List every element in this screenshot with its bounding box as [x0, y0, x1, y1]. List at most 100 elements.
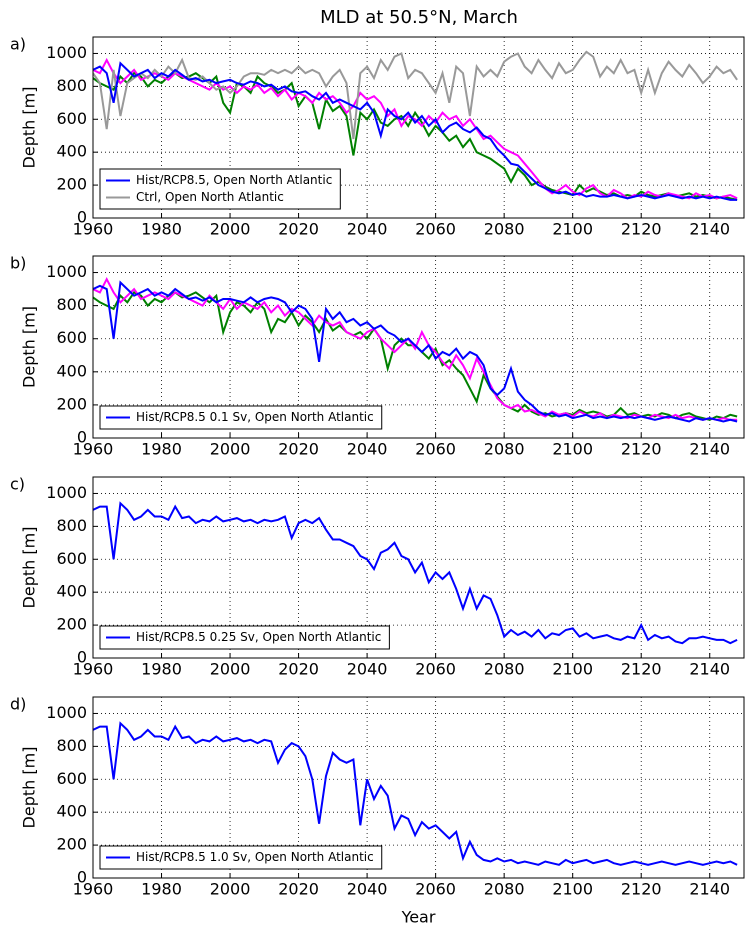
y-tick-label: 200 — [56, 175, 87, 194]
x-tick-label: 2020 — [278, 880, 319, 899]
y-tick-label: 200 — [56, 394, 87, 413]
y-tick-label: 1000 — [46, 483, 87, 502]
series-line — [93, 291, 738, 421]
x-tick-label: 2060 — [415, 880, 456, 899]
panel-label: c) — [10, 475, 25, 494]
plot-frame — [92, 696, 745, 879]
x-tick-label: 2080 — [484, 440, 525, 459]
y-tick-label: 800 — [56, 736, 87, 755]
panel-label: b) — [10, 254, 26, 273]
legend-box — [99, 625, 390, 650]
legend-box — [99, 405, 383, 430]
plot-frame — [92, 255, 745, 439]
x-tick-label: 2000 — [210, 660, 251, 679]
x-tick-label: 2140 — [689, 440, 730, 459]
series-line — [93, 501, 738, 645]
x-tick-label: 2120 — [621, 220, 662, 239]
y-tick-label: 400 — [56, 802, 87, 821]
legend: Hist/RCP8.5 1.0 Sv, Open North Atlantic — [99, 845, 383, 870]
y-axis-label: Depth [m] — [20, 747, 39, 829]
x-tick-label: 2100 — [552, 440, 593, 459]
series-line — [93, 721, 738, 866]
plot-frame — [92, 476, 745, 659]
legend-label: Ctrl, Open North Atlantic — [136, 190, 284, 204]
y-tick-label: 400 — [56, 142, 87, 161]
legend: Hist/RCP8.5, Open North Atlantic Ctrl, Op… — [99, 168, 341, 210]
legend-label: Hist/RCP8.5 0.1 Sv, Open North Atlantic — [136, 410, 374, 424]
x-tick-label: 2080 — [484, 880, 525, 899]
x-tick-label: 1960 — [73, 220, 114, 239]
y-tick-label: 600 — [56, 328, 87, 347]
x-tick-label: 2100 — [552, 880, 593, 899]
x-tick-label: 2040 — [347, 660, 388, 679]
y-tick-label: 200 — [56, 835, 87, 854]
y-axis-label: Depth [m] — [20, 306, 39, 388]
y-tick-label: 600 — [56, 109, 87, 128]
x-tick-label: 2020 — [278, 440, 319, 459]
y-tick-label: 0 — [77, 208, 87, 227]
legend: Hist/RCP8.5 0.25 Sv, Open North Atlantic — [99, 625, 390, 650]
x-tick-label: 2040 — [347, 440, 388, 459]
legend: Hist/RCP8.5 0.1 Sv, Open North Atlantic — [99, 405, 383, 430]
x-tick-label: 1960 — [73, 660, 114, 679]
panel: d) Depth [m] Year 0 200 400 600 800 1000 1960 1980… — [10, 695, 745, 927]
y-tick-label: 600 — [56, 549, 87, 568]
panel: c) Depth [m] 0 200 400 600 800 1000 1960 1980 2000… — [10, 475, 745, 679]
x-tick-label: 2040 — [347, 220, 388, 239]
panel: MLD at 50.5°N, March a) Depth [m] 0 200 400 60… — [10, 7, 745, 239]
x-tick-label: 2060 — [415, 220, 456, 239]
x-tick-label: 1960 — [73, 880, 114, 899]
y-tick-label: 800 — [56, 516, 87, 535]
x-tick-label: 2000 — [210, 880, 251, 899]
y-tick-label: 0 — [77, 428, 87, 447]
x-tick-label: 2000 — [210, 440, 251, 459]
x-tick-label: 2080 — [484, 220, 525, 239]
x-tick-label: 2060 — [415, 440, 456, 459]
x-tick-label: 2140 — [689, 220, 730, 239]
series-line — [93, 277, 738, 421]
x-tick-label: 2020 — [278, 220, 319, 239]
y-tick-label: 400 — [56, 361, 87, 380]
y-tick-label: 1000 — [46, 43, 87, 62]
x-tick-label: 2020 — [278, 660, 319, 679]
legend-label: Hist/RCP8.5 1.0 Sv, Open North Atlantic — [136, 850, 374, 864]
chart-title: MLD at 50.5°N, March — [320, 7, 518, 28]
y-tick-label: 0 — [77, 648, 87, 667]
legend-label: Hist/RCP8.5, Open North Atlantic — [136, 173, 332, 187]
x-axis-label: Year — [401, 908, 436, 927]
x-tick-label: 1980 — [141, 440, 182, 459]
panel-label: a) — [10, 35, 26, 54]
legend-label: Hist/RCP8.5 0.25 Sv, Open North Atlantic — [136, 630, 381, 644]
series-line — [93, 50, 738, 140]
x-tick-label: 2120 — [621, 440, 662, 459]
y-tick-label: 1000 — [46, 703, 87, 722]
panel-label: d) — [10, 695, 26, 714]
x-tick-label: 2100 — [552, 660, 593, 679]
y-tick-label: 400 — [56, 582, 87, 601]
y-tick-label: 800 — [56, 295, 87, 314]
panel: b) Depth [m] 0 200 400 600 800 1000 1960 1980 2000… — [10, 254, 745, 459]
y-tick-label: 200 — [56, 615, 87, 634]
x-tick-label: 2120 — [621, 660, 662, 679]
x-tick-label: 2140 — [689, 660, 730, 679]
x-tick-label: 2040 — [347, 880, 388, 899]
x-tick-label: 2000 — [210, 220, 251, 239]
legend-box — [99, 845, 383, 870]
x-tick-label: 2080 — [484, 660, 525, 679]
x-tick-label: 2120 — [621, 880, 662, 899]
y-axis-label: Depth [m] — [20, 527, 39, 609]
series-line — [93, 61, 738, 201]
plot-frame — [92, 36, 745, 219]
y-tick-label: 0 — [77, 868, 87, 887]
x-tick-label: 2100 — [552, 220, 593, 239]
y-tick-label: 800 — [56, 76, 87, 95]
x-tick-label: 2140 — [689, 880, 730, 899]
x-tick-label: 1980 — [141, 880, 182, 899]
x-tick-label: 1960 — [73, 440, 114, 459]
y-axis-label: Depth [m] — [20, 87, 39, 169]
legend-box — [99, 168, 341, 210]
x-tick-label: 2060 — [415, 660, 456, 679]
x-tick-label: 1980 — [141, 220, 182, 239]
